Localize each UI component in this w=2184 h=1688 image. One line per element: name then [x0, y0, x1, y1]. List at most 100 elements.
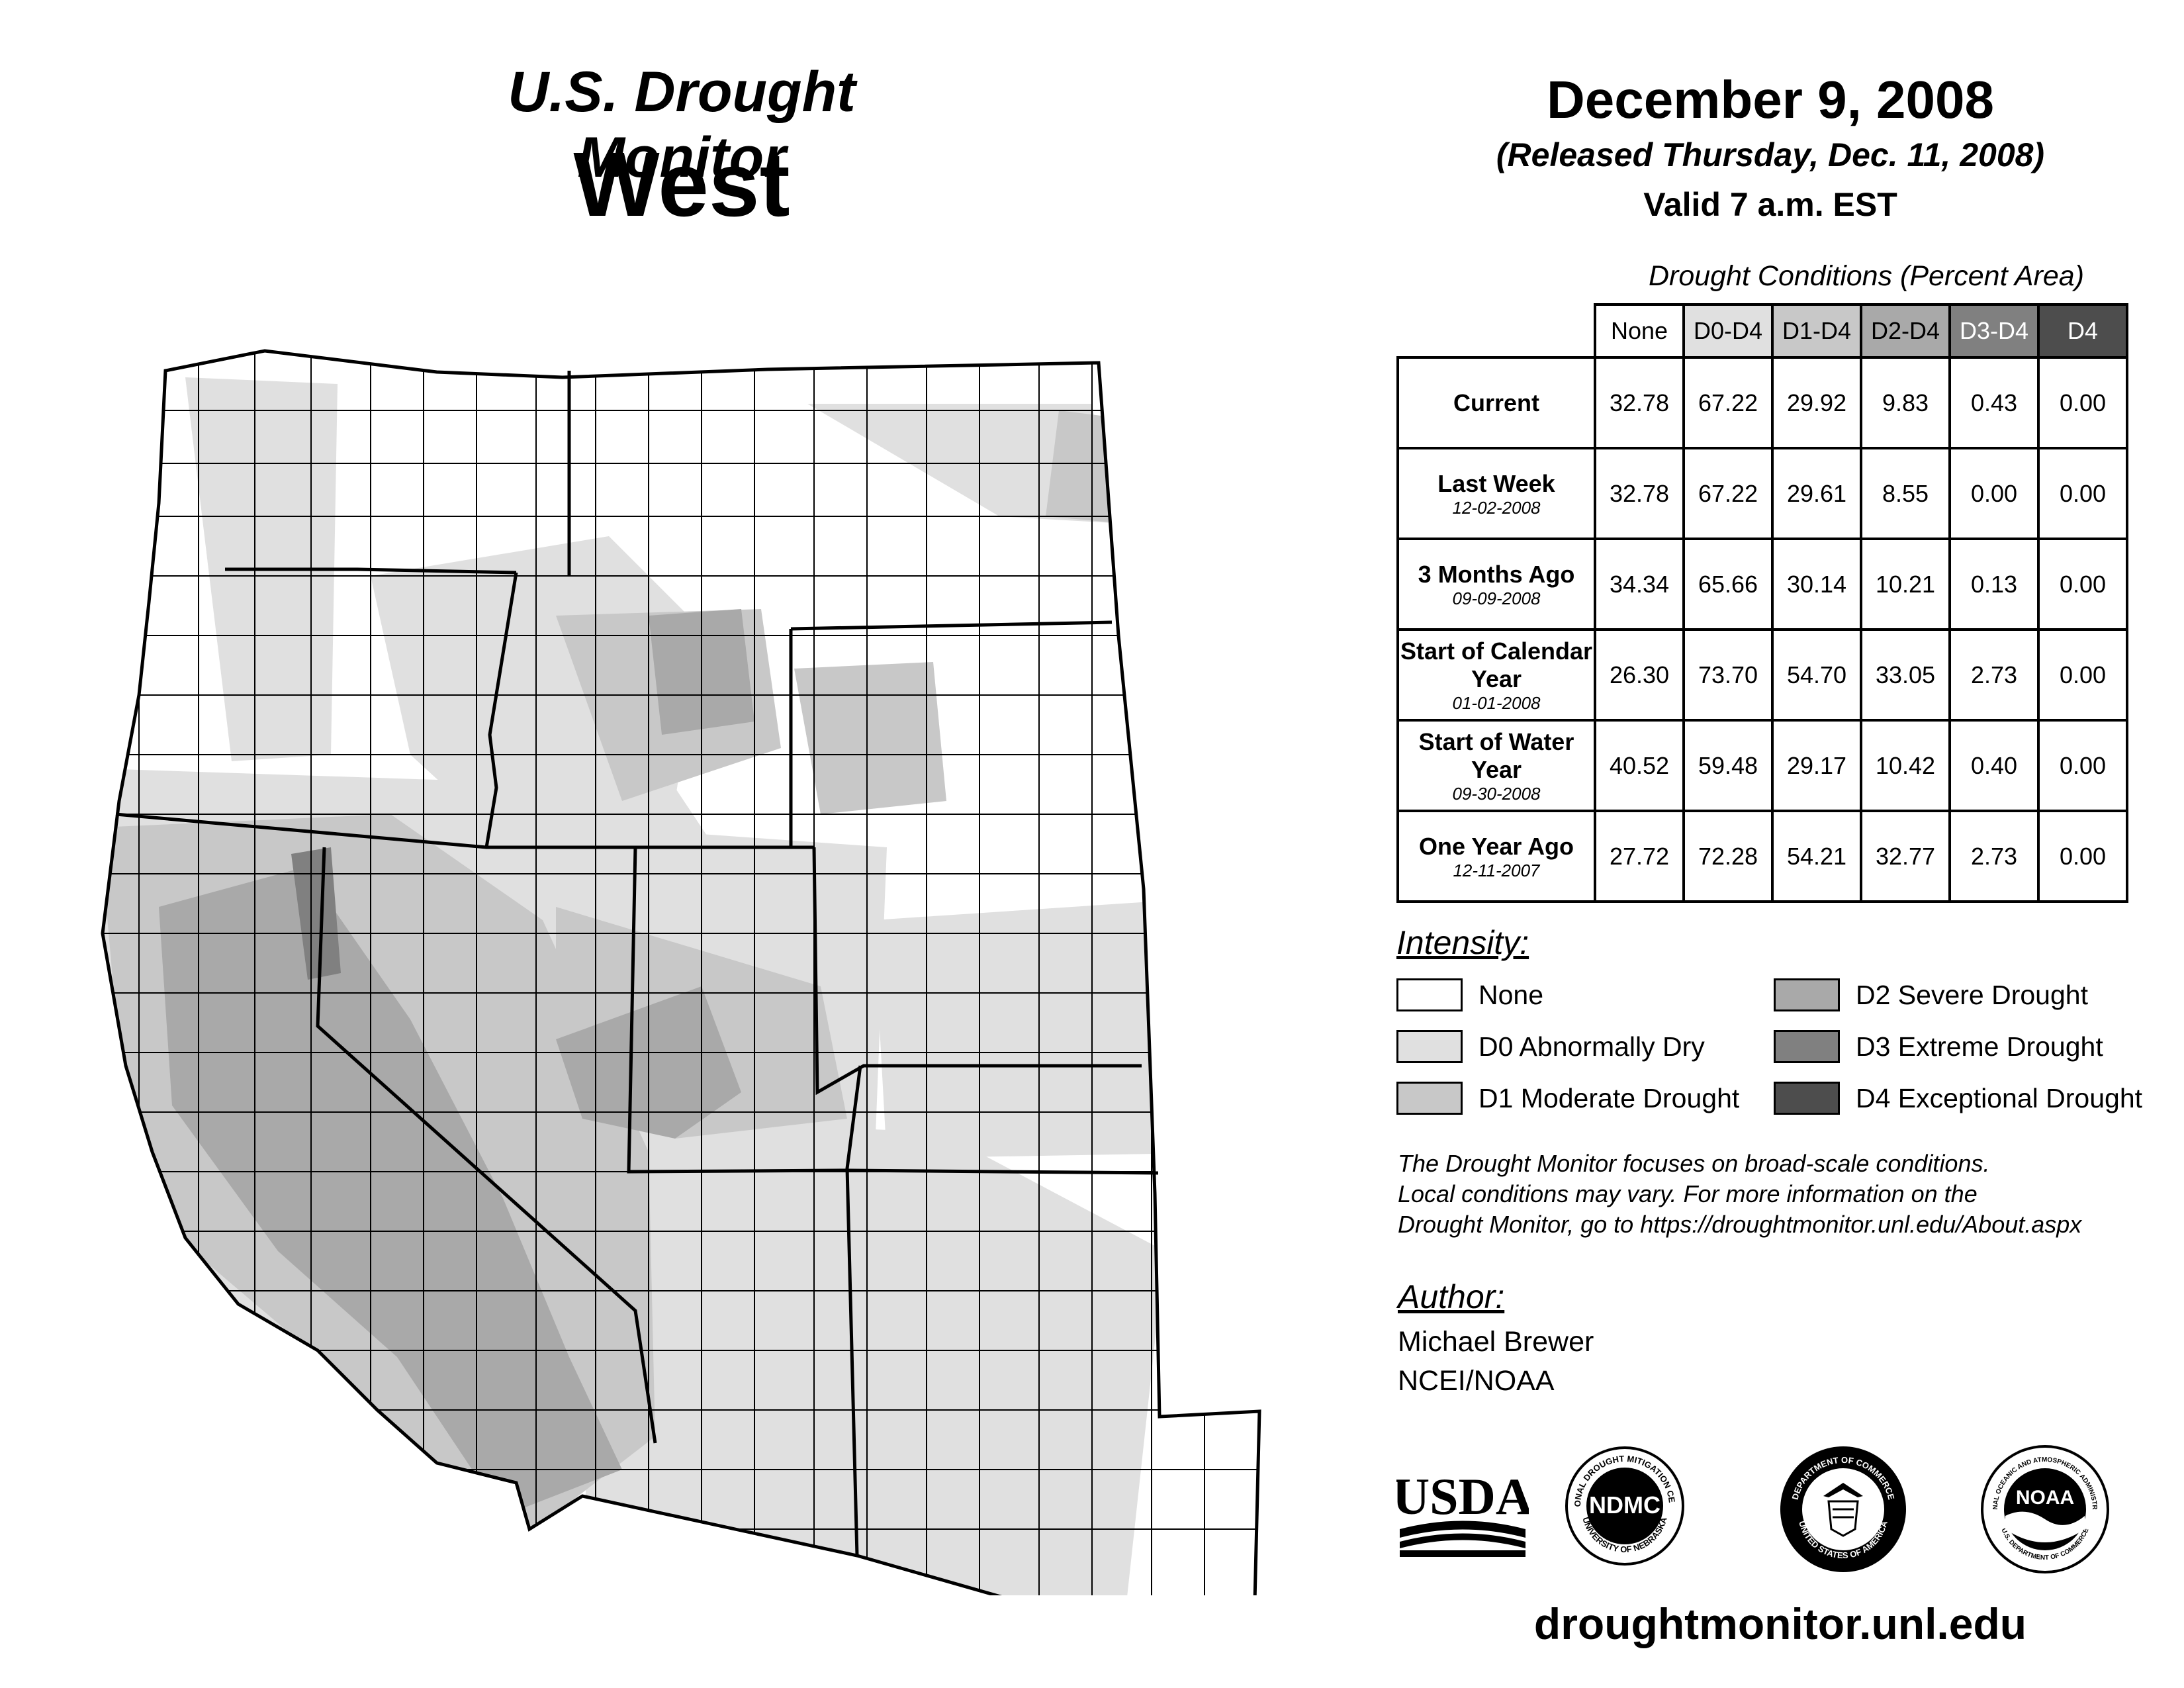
table-cell: 54.21: [1771, 810, 1862, 903]
region-title: West: [573, 134, 790, 236]
table-title: Drought Conditions (Percent Area): [1648, 260, 2085, 292]
legend-swatch: [1396, 978, 1463, 1011]
table-header-row: None D0-D4 D1-D4 D2-D4 D3-D4 D4: [1398, 303, 2128, 359]
row-label: Start of Water Year 09-30-2008: [1396, 719, 1596, 812]
table-cell: 33.05: [1860, 628, 1951, 722]
table-cell: 9.83: [1860, 356, 1951, 449]
table-cell: 0.00: [2037, 538, 2128, 631]
table-cell: 0.00: [2037, 719, 2128, 812]
drought-stats-table: None D0-D4 D1-D4 D2-D4 D3-D4 D4 Current …: [1396, 303, 2128, 903]
usda-logo-text: USDA: [1396, 1468, 1529, 1525]
table-cell: 30.14: [1771, 538, 1862, 631]
table-cell: 0.00: [1948, 447, 2040, 540]
col-none: None: [1594, 303, 1685, 359]
website-link[interactable]: droughtmonitor.unl.edu: [1533, 1599, 2027, 1648]
noaa-logo: NATIONAL OCEANIC AND ATMOSPHERIC ADMINIS…: [1979, 1443, 2109, 1573]
table-cell: 59.48: [1682, 719, 1774, 812]
legend-swatch: [1774, 1030, 1840, 1063]
row-label: One Year Ago 12-11-2007: [1396, 810, 1596, 903]
legend-label: D2 Severe Drought: [1856, 979, 2088, 1010]
legend-item-d2: D2 Severe Drought: [1774, 978, 2088, 1011]
table-cell: 26.30: [1594, 628, 1685, 722]
table-row: 3 Months Ago 09-09-2008 34.34 65.66 30.14…: [1396, 538, 2128, 631]
table-cell: 0.40: [1948, 719, 2040, 812]
table-cell: 32.78: [1594, 356, 1685, 449]
ndmc-logo-text: NDMC: [1589, 1491, 1661, 1519]
legend-item-d1: D1 Moderate Drought: [1396, 1082, 1739, 1115]
col-d4: D4: [2037, 303, 2128, 359]
table-cell: 73.70: [1682, 628, 1774, 722]
table-cell: 2.73: [1948, 628, 2040, 722]
col-d3-d4: D3-D4: [1948, 303, 2040, 359]
table-row: Start of Water Year 09-30-2008 40.52 59.4…: [1396, 719, 2128, 812]
table-cell: 27.72: [1594, 810, 1685, 903]
doc-seal-logo: DEPARTMENT OF COMMERCE UNITED STATES OF …: [1780, 1446, 1906, 1572]
usda-logo: USDA: [1396, 1468, 1529, 1557]
ndmc-logo: NATIONAL DROUGHT MITIGATION CENTER UNIVE…: [1562, 1443, 1684, 1566]
table-cell: 29.17: [1771, 719, 1862, 812]
row-label: Current: [1396, 356, 1596, 449]
legend-swatch: [1396, 1030, 1463, 1063]
author-name: Michael Brewer: [1398, 1326, 1594, 1358]
table-row: Start of Calendar Year 01-01-2008 26.30 7…: [1396, 628, 2128, 722]
table-cell: 0.00: [2037, 810, 2128, 903]
table-cell: 34.34: [1594, 538, 1685, 631]
disclaimer-note: The Drought Monitor focuses on broad-sca…: [1398, 1149, 2159, 1240]
legend-swatch: [1396, 1082, 1463, 1115]
table-cell: 40.52: [1594, 719, 1685, 812]
table-cell: 54.70: [1771, 628, 1862, 722]
valid-time: Valid 7 a.m. EST: [1643, 186, 1897, 223]
table-cell: 67.22: [1682, 447, 1774, 540]
table-cell: 2.73: [1948, 810, 2040, 903]
table-row: Current 32.78 67.22 29.92 9.83 0.43 0.00: [1396, 356, 2128, 449]
legend-label: None: [1479, 979, 1544, 1010]
table-cell: 32.78: [1594, 447, 1685, 540]
table-cell: 0.13: [1948, 538, 2040, 631]
table-cell: 65.66: [1682, 538, 1774, 631]
col-d0-d4: D0-D4: [1682, 303, 1774, 359]
table-cell: 10.21: [1860, 538, 1951, 631]
table-cell: 72.28: [1682, 810, 1774, 903]
table-cell: 0.00: [2037, 356, 2128, 449]
legend-swatch: [1774, 978, 1840, 1011]
table-corner: [1398, 305, 1595, 357]
col-d1-d4: D1-D4: [1771, 303, 1862, 359]
author-title: Author:: [1398, 1278, 1505, 1315]
row-label: Start of Calendar Year 01-01-2008: [1396, 628, 1596, 722]
table-cell: 0.00: [2037, 447, 2128, 540]
table-cell: 32.77: [1860, 810, 1951, 903]
legend-label: D0 Abnormally Dry: [1479, 1031, 1705, 1062]
legend-title: Intensity:: [1396, 924, 1529, 961]
table-cell: 0.00: [2037, 628, 2128, 722]
table-cell: 0.43: [1948, 356, 2040, 449]
legend-swatch: [1774, 1082, 1840, 1115]
legend-item-d4: D4 Exceptional Drought: [1774, 1082, 2142, 1115]
author-org: NCEI/NOAA: [1398, 1365, 1555, 1397]
legend-label: D3 Extreme Drought: [1856, 1031, 2103, 1062]
table-cell: 29.61: [1771, 447, 1862, 540]
legend-label: D1 Moderate Drought: [1479, 1082, 1740, 1113]
table-cell: 29.92: [1771, 356, 1862, 449]
legend-item-d0: D0 Abnormally Dry: [1396, 1030, 1705, 1063]
west-drought-map: [101, 349, 1261, 1595]
row-label: Last Week 12-02-2008: [1396, 447, 1596, 540]
note-line: Drought Monitor, go to https://droughtmo…: [1398, 1211, 2082, 1238]
release-date: (Released Thursday, Dec. 11, 2008): [1496, 136, 2045, 173]
table-cell: 10.42: [1860, 719, 1951, 812]
legend-item-none: None: [1396, 978, 1543, 1011]
table-row: Last Week 12-02-2008 32.78 67.22 29.61 8.…: [1396, 447, 2128, 540]
legend-label: D4 Exceptional Drought: [1856, 1082, 2143, 1113]
col-d2-d4: D2-D4: [1860, 303, 1951, 359]
noaa-logo-text: NOAA: [2016, 1487, 2074, 1509]
table-cell: 67.22: [1682, 356, 1774, 449]
table-row: One Year Ago 12-11-2007 27.72 72.28 54.21…: [1396, 810, 2128, 903]
note-line: The Drought Monitor focuses on broad-sca…: [1398, 1150, 1990, 1177]
row-label: 3 Months Ago 09-09-2008: [1396, 538, 1596, 631]
state-borders: [101, 349, 1261, 1595]
map-date: December 9, 2008: [1546, 70, 1994, 129]
table-cell: 8.55: [1860, 447, 1951, 540]
note-line: Local conditions may vary. For more info…: [1398, 1180, 1978, 1207]
page-title: U.S. Drought Monitor: [508, 60, 856, 189]
legend-item-d3: D3 Extreme Drought: [1774, 1030, 2103, 1063]
county-lines: [103, 351, 1259, 1595]
